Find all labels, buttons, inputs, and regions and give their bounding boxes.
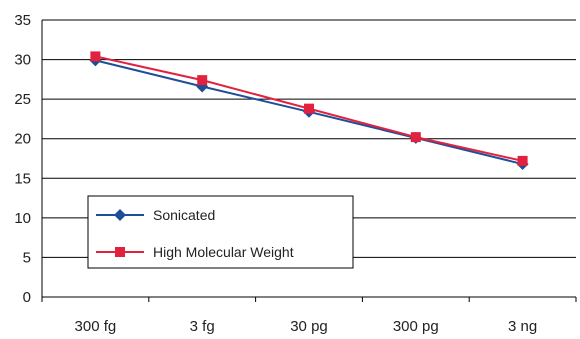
y-tick-label: 5	[23, 249, 31, 266]
y-tick-label: 20	[14, 131, 31, 148]
legend-box	[87, 195, 354, 269]
x-tick-label: 300 pg	[393, 318, 439, 335]
legend: Sonicated High Molecular Weight	[87, 195, 354, 269]
legend-item-sonicated: Sonicated	[96, 207, 215, 223]
y-tick-label: 15	[14, 170, 31, 187]
axes: 0 5 10 15 20 25 30 35 300 fg 3 fg 30 pg 300 pg 3 ng	[14, 12, 577, 335]
legend-swatch-marker	[114, 209, 126, 221]
data-point	[517, 155, 528, 166]
legend-label: High Molecular Weight	[153, 244, 294, 260]
legend-item-high-molecular-weight: High Molecular Weight	[96, 244, 294, 260]
x-tick-label: 300 fg	[75, 318, 117, 335]
data-point	[304, 103, 314, 114]
y-tick-label: 30	[14, 52, 31, 69]
y-tick-label: 25	[14, 91, 31, 108]
x-tick-label: 30 pg	[290, 318, 328, 335]
data-point	[410, 132, 421, 143]
series-high-molecular-weight	[90, 51, 528, 166]
y-tick-label: 10	[14, 210, 31, 227]
y-tick-label: 0	[23, 289, 31, 306]
series-group	[89, 51, 529, 171]
x-tick-label: 3 fg	[190, 318, 215, 335]
legend-swatch-marker	[115, 247, 125, 257]
y-tick-label: 35	[14, 12, 31, 29]
x-tick-label: 3 ng	[508, 318, 537, 335]
data-point	[90, 51, 101, 62]
legend-label: Sonicated	[153, 207, 215, 223]
data-point	[197, 75, 208, 86]
